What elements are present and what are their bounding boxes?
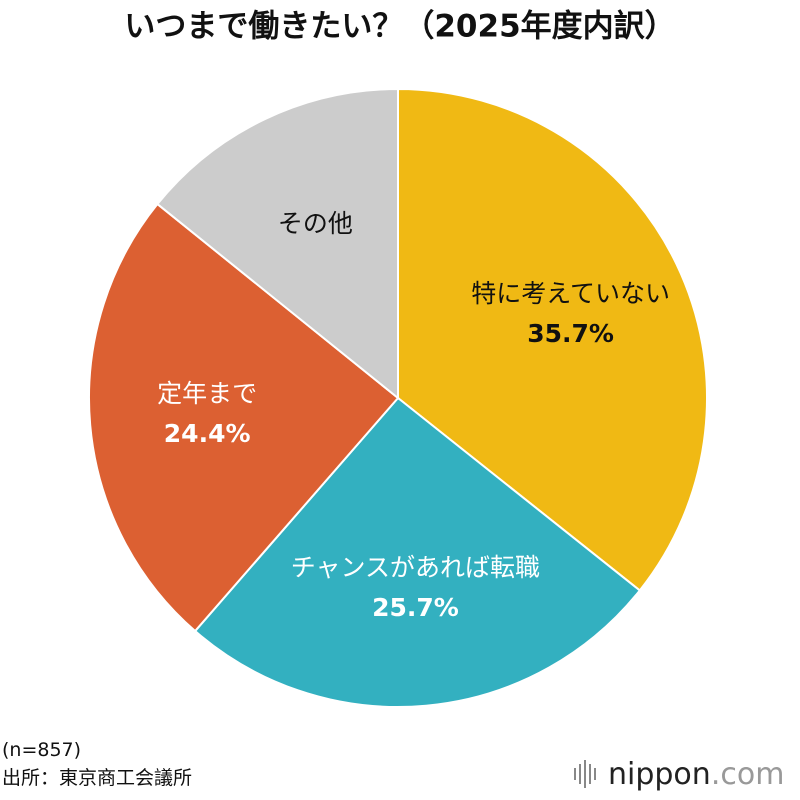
slice-label: チャンスがあれば転職 <box>291 553 540 582</box>
note: (n=857) <box>2 739 81 761</box>
chart-title: いつまで働きたい？（2025年度内訳） <box>124 9 675 45</box>
slice-label: 定年まで <box>157 379 257 408</box>
pie-slice <box>397 87 708 592</box>
pie-slice <box>193 396 642 708</box>
value-label: 35.7% <box>527 319 614 348</box>
pie: 特に考えていない 35.7% チャンスがあれば転職 25.7% 定年まで 24.4% その他 <box>88 87 708 708</box>
logo-mark <box>574 760 596 788</box>
pie-slice <box>156 87 399 401</box>
pie-slice <box>88 202 400 633</box>
value-label: 25.7% <box>372 593 459 622</box>
logo-name: nippon <box>608 757 711 792</box>
value-label: 24.4% <box>164 419 251 448</box>
logo-suffix: .com <box>711 757 785 792</box>
slice-label: その他 <box>278 209 353 238</box>
logo: nippon.com <box>608 757 784 792</box>
source: 出所：東京商工会議所 <box>2 767 192 789</box>
slice-label: 特に考えていない <box>471 279 670 308</box>
